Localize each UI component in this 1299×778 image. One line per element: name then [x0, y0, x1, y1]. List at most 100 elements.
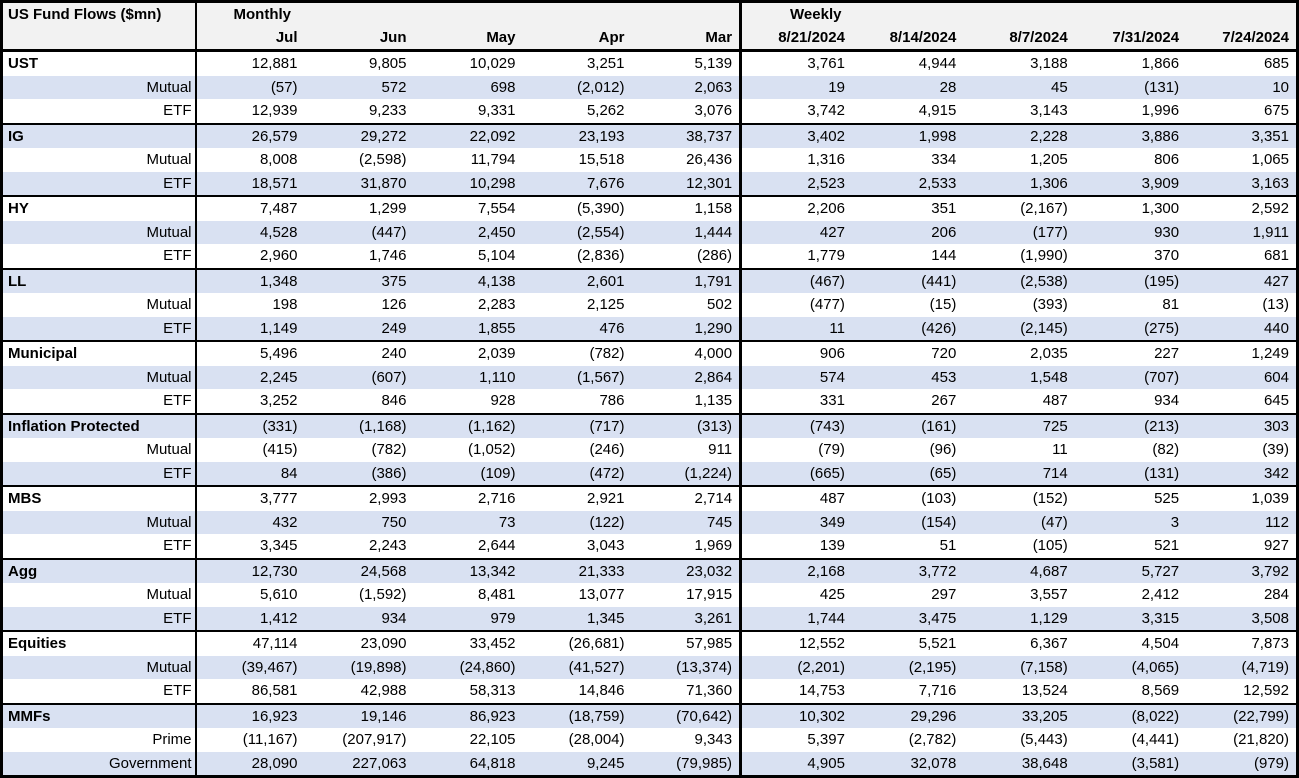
weekly-value-cell: 51 — [939, 537, 957, 555]
weekly-value-cell: 139 — [739, 534, 852, 559]
monthly-value-cell: 84 — [194, 461, 305, 486]
weekly-value-cell: (103) — [851, 485, 964, 511]
table-title: US Fund Flows ($mn) — [1, 1, 196, 52]
weekly-value-cell: 453 — [851, 365, 964, 389]
monthly-value-cell: (24,860) — [413, 655, 523, 679]
monthly-value-cell: 9,331 — [477, 102, 516, 120]
monthly-value-cell: 5,610 — [194, 583, 305, 607]
weekly-value-cell: 681 — [1263, 247, 1289, 265]
monthly-value-cell: 23,032 — [631, 557, 741, 583]
monthly-value-cell: 3,251 — [522, 49, 632, 76]
monthly-value-cell: 1,299 — [304, 195, 414, 221]
weekly-value-cell: 3,909 — [1074, 171, 1187, 196]
weekly-value-cell: 2,035 — [963, 340, 1075, 366]
monthly-value-cell: (386) — [304, 461, 414, 486]
monthly-value-cell: 22,105 — [469, 731, 516, 749]
monthly-value-cell: 31,870 — [304, 171, 414, 196]
weekly-value-cell: 28 — [851, 75, 964, 99]
sub-row: Mutual 5,610 (1,592) 8,481 13,077 17,915 425 29… — [2, 583, 1298, 607]
monthly-value-cell: (286) — [697, 247, 733, 265]
monthly-value-cell: 4,138 — [413, 267, 523, 293]
weekly-value-cell: 342 — [1186, 461, 1298, 486]
sub-row: ETF 3,345 2,243 2,644 3,043 1,969 139 51 (105) 52… — [2, 534, 1298, 559]
monthly-value-cell: 2,243 — [368, 537, 407, 555]
monthly-value-cell: 1,855 — [413, 316, 523, 341]
weekly-value-cell: 10,302 — [739, 702, 852, 728]
monthly-value-cell: 58,313 — [469, 682, 516, 700]
monthly-value-cell: 17,915 — [686, 586, 733, 604]
monthly-value-cell: 1,969 — [694, 537, 733, 555]
weekly-value-cell: (1,990) — [1020, 247, 1068, 265]
monthly-value-cell: (246) — [589, 441, 625, 459]
monthly-value-cell: 3,345 — [194, 534, 305, 559]
weekly-value-cell: 7,716 — [918, 682, 957, 700]
weekly-value-cell: (131) — [1074, 461, 1187, 486]
weekly-value-cell: 370 — [1154, 247, 1180, 265]
weekly-value-cell: 427 — [739, 220, 852, 244]
monthly-value-cell: 7,554 — [413, 195, 523, 221]
weekly-value-cell: 1,911 — [1186, 220, 1298, 244]
monthly-value-cell: 13,077 — [578, 586, 625, 604]
weekly-value-cell: 5,521 — [851, 630, 964, 656]
monthly-value-cell: 2,960 — [194, 244, 305, 269]
section-total-row: Municipal 5,496 240 2,039 (782) 4,000 906 720 2,… — [1, 340, 1298, 366]
row-label: Mutual — [1, 365, 196, 389]
monthly-value-cell: 9,343 — [694, 731, 733, 749]
weekly-value-cell: 3 — [1074, 510, 1187, 534]
weekly-value-cell: 3,772 — [851, 557, 964, 583]
monthly-value-cell: (782) — [522, 340, 632, 366]
row-label: ETF — [163, 392, 192, 410]
weekly-value-cell: (4,441) — [1131, 731, 1180, 749]
monthly-value-cell: 745 — [631, 510, 741, 534]
monthly-value-cell: 2,864 — [631, 365, 741, 389]
row-label: Mutual — [146, 586, 192, 604]
monthly-value-cell: 2,644 — [477, 537, 516, 555]
weekly-value-cell: (13) — [1262, 296, 1289, 314]
sub-row: Mutual (39,467) (19,898) (24,860) (41,527) (1… — [1, 655, 1298, 679]
weekly-value-cell: 685 — [1186, 49, 1298, 76]
row-label: ETF — [1, 316, 196, 341]
monthly-value-cell: (472) — [522, 461, 632, 486]
monthly-value-cell: 9,245 — [522, 751, 632, 777]
weekly-value-cell: 1,779 — [739, 244, 852, 269]
row-label: ETF — [163, 247, 192, 265]
monthly-value-cell: 3,252 — [194, 389, 305, 414]
weekly-value-cell: 303 — [1186, 412, 1298, 438]
row-label: ETF — [1, 171, 196, 196]
weekly-value-cell: 714 — [963, 461, 1075, 486]
monthly-group-header: Monthly — [194, 1, 741, 26]
weekly-value-cell: 29,296 — [851, 702, 964, 728]
monthly-value-cell: 750 — [304, 510, 414, 534]
monthly-value-cell: 28,090 — [194, 751, 305, 777]
table-header: US Fund Flows ($mn) Monthly Weekly Jul Ju… — [1, 1, 1298, 52]
weekly-value-cell: (3,581) — [1074, 751, 1187, 777]
weekly-value-cell: (2,145) — [963, 316, 1075, 341]
weekly-value-cell: 334 — [931, 151, 957, 169]
weekly-value-cell: 4,687 — [963, 557, 1075, 583]
monthly-value-cell: (607) — [304, 365, 414, 389]
weekly-value-cell: 927 — [1263, 537, 1289, 555]
weekly-value-cell: 14,753 — [739, 679, 852, 704]
group-header-row: US Fund Flows ($mn) Monthly Weekly — [1, 1, 1298, 52]
row-label: ETF — [163, 537, 192, 555]
monthly-value-cell: 227,063 — [304, 751, 414, 777]
weekly-value-cell: 3,886 — [1074, 122, 1187, 148]
weekly-column-header: 8/21/2024 — [739, 26, 852, 52]
monthly-value-cell: 16,923 — [194, 702, 305, 728]
row-label: Government — [1, 751, 196, 777]
monthly-value-cell: (2,012) — [522, 75, 632, 99]
monthly-value-cell: 1,746 — [368, 247, 407, 265]
sub-row: Mutual 2,245 (607) 1,110 (1,567) 2,864 574 453 1… — [1, 365, 1298, 389]
weekly-value-cell: (15) — [929, 296, 957, 314]
weekly-value-cell: 8,569 — [1141, 682, 1180, 700]
monthly-value-cell: 15,518 — [578, 151, 625, 169]
weekly-value-cell: 6,367 — [963, 630, 1075, 656]
weekly-value-cell: 4,504 — [1074, 630, 1187, 656]
monthly-value-cell: 928 — [490, 392, 516, 410]
weekly-value-cell: 487 — [739, 485, 852, 511]
monthly-value-cell: 502 — [707, 296, 733, 314]
monthly-value-cell: (2,836) — [576, 247, 625, 265]
monthly-value-cell: 12,301 — [631, 171, 741, 196]
weekly-value-cell: 675 — [1263, 102, 1289, 120]
monthly-value-cell: (70,642) — [631, 702, 741, 728]
